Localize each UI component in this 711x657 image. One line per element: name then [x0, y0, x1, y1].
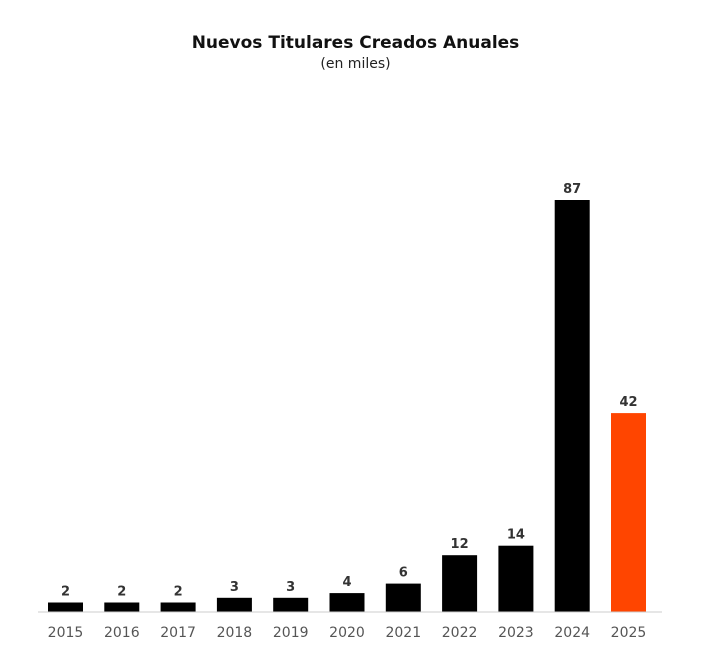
- bar-2019: [273, 597, 309, 612]
- tick-label-2024: 2024: [554, 625, 590, 641]
- value-label-2021: 6: [399, 566, 408, 581]
- value-label-2025: 42: [619, 395, 637, 410]
- value-label-2019: 3: [286, 580, 295, 595]
- tick-label-2021: 2021: [385, 625, 421, 641]
- bar-2021: [385, 583, 421, 612]
- value-label-2024: 87: [563, 182, 581, 197]
- bar-2015: [48, 602, 83, 612]
- tick-label-2016: 2016: [104, 625, 140, 641]
- value-labels-group: 2 2 2 3 3 4 6 12 14 87 42: [61, 182, 638, 600]
- tick-label-2022: 2022: [442, 625, 478, 641]
- tick-label-2017: 2017: [160, 625, 196, 641]
- value-label-2017: 2: [174, 585, 183, 600]
- value-label-2016: 2: [117, 585, 126, 600]
- bars-group: [48, 200, 646, 612]
- value-label-2022: 12: [451, 537, 469, 552]
- tick-label-2023: 2023: [498, 625, 534, 641]
- tick-label-2020: 2020: [329, 625, 365, 641]
- value-label-2023: 14: [507, 528, 525, 543]
- bar-2018: [216, 597, 252, 612]
- tick-label-2018: 2018: [217, 625, 253, 641]
- value-label-2020: 4: [342, 575, 351, 590]
- tick-label-2019: 2019: [273, 625, 309, 641]
- bar-2022: [442, 555, 478, 612]
- bar-2023: [498, 545, 534, 612]
- bar-2017: [160, 602, 196, 612]
- chart-title: Nuevos Titulares Creados Anuales: [191, 33, 520, 53]
- chart-subtitle: (en miles): [320, 56, 391, 72]
- bar-2025: [611, 413, 646, 612]
- bar-2024: [554, 200, 590, 612]
- tick-label-2015: 2015: [48, 625, 84, 641]
- tick-label-2025: 2025: [611, 625, 647, 641]
- bar-2016: [104, 602, 140, 612]
- bar-2020: [329, 593, 365, 612]
- value-label-2015: 2: [61, 585, 70, 600]
- tick-labels-group: 2015 2016 2017 2018 2019 2020 2021 2022 2023 2024…: [48, 625, 647, 641]
- value-label-2018: 3: [230, 580, 239, 595]
